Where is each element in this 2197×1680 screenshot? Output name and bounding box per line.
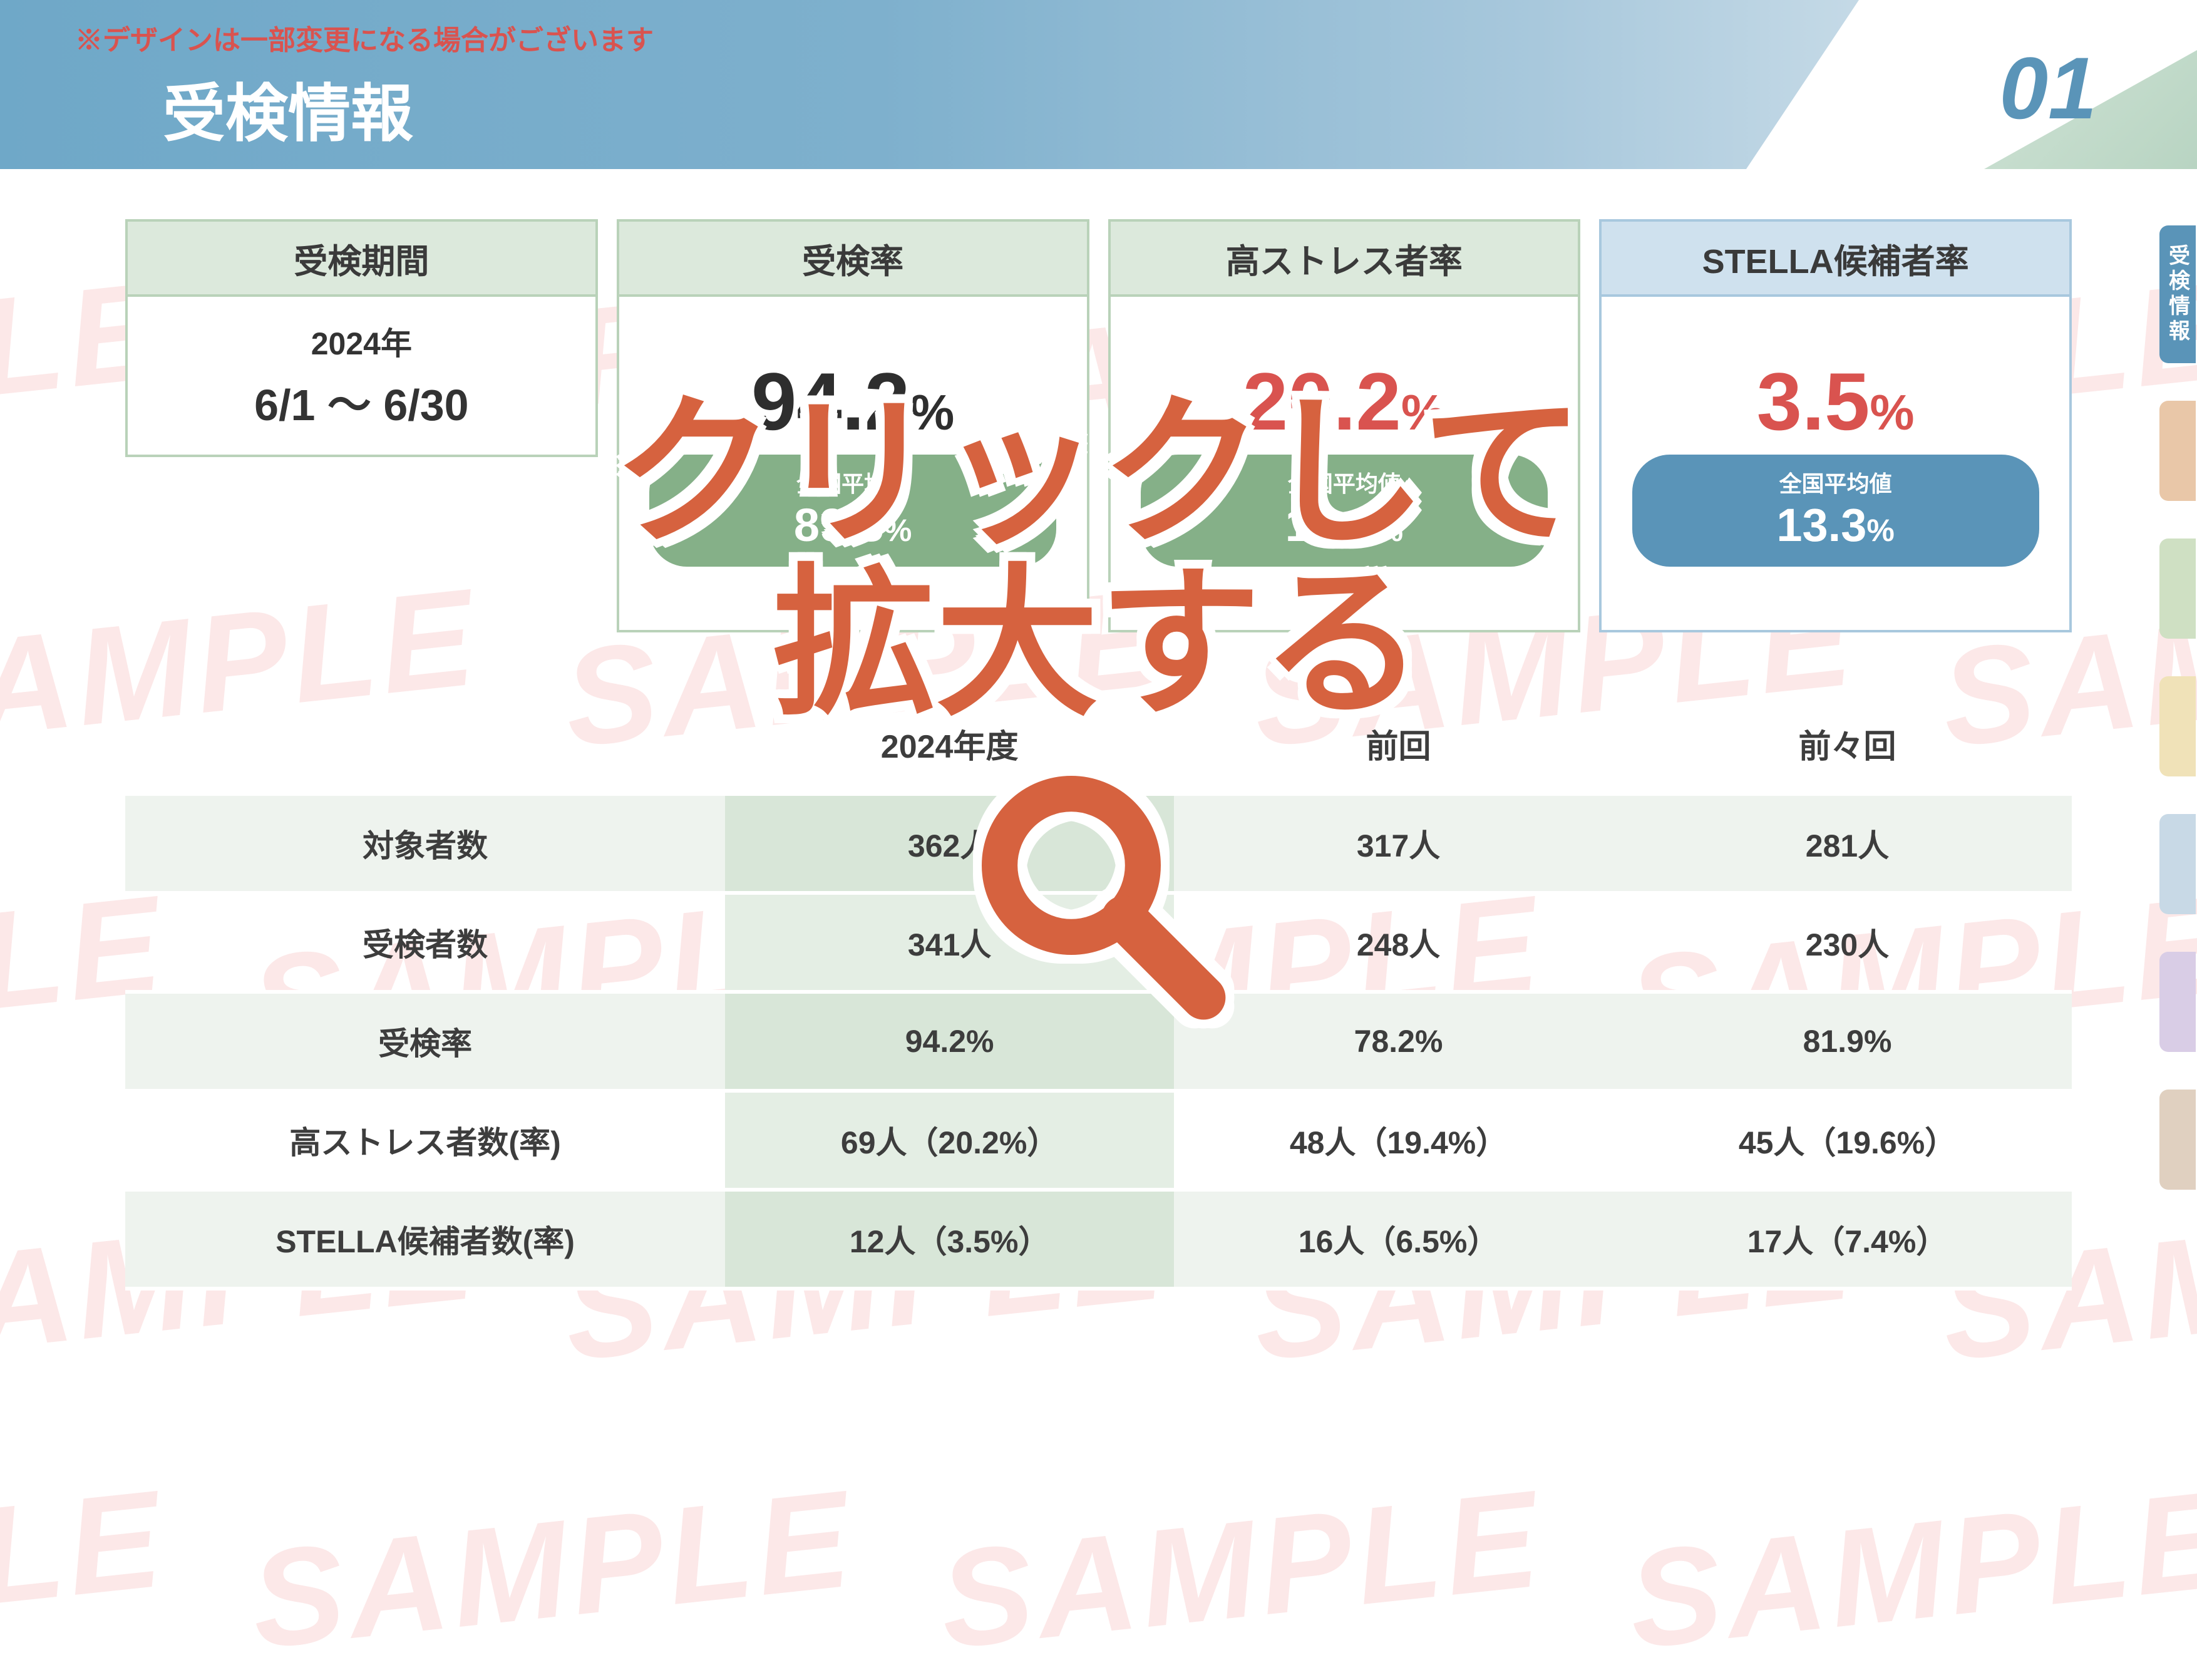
th-current: 2024年度 <box>725 695 1174 794</box>
kpi-cards-row: 受検期間 2024年 6/1 ～ 6/30 受検率 94.2% 全国平均値 89… <box>125 219 2072 632</box>
cell-prev2: 230人 <box>1623 893 2072 992</box>
rate-avg-label: 全国平均値 <box>649 466 1056 498</box>
th-prev: 前回 <box>1174 695 1623 794</box>
row-label: 高ストレス者数(率) <box>125 1091 725 1190</box>
stella-avg-value: 13.3% <box>1632 498 2039 552</box>
table-row: 高ストレス者数(率)69人（20.2%）48人（19.4%）45人（19.6%） <box>125 1091 2072 1190</box>
card-stella-title: STELLA候補者率 <box>1602 222 2069 297</box>
rate-avg-value: 89.3% <box>649 498 1056 552</box>
side-tab-4[interactable] <box>2159 814 2196 914</box>
table-row: 対象者数362人317人281人 <box>125 794 2072 893</box>
history-table: 2024年度 前回 前々回 対象者数362人317人281人受検者数341人24… <box>125 695 2072 1291</box>
stella-avg-label: 全国平均値 <box>1632 466 2039 498</box>
card-high-stress: 高ストレス者率 20.2% 全国平均値 15.2% <box>1108 219 1581 632</box>
card-rate: 受検率 94.2% 全国平均値 89.3% <box>617 219 1089 632</box>
period-year: 2024年 <box>311 319 412 364</box>
row-label: 対象者数 <box>125 794 725 893</box>
card-high-stress-title: 高ストレス者率 <box>1111 222 1578 297</box>
high-stress-avg-box: 全国平均値 15.2% <box>1141 455 1548 567</box>
side-tab-5[interactable] <box>2159 952 2196 1052</box>
period-range: 6/1 ～ 6/30 <box>254 370 468 433</box>
card-period: 受検期間 2024年 6/1 ～ 6/30 <box>125 219 598 457</box>
high-stress-avg-label: 全国平均値 <box>1141 466 1548 498</box>
page-number: 01 <box>1999 38 2097 139</box>
side-tab-6[interactable] <box>2159 1090 2196 1190</box>
cell-prev: 317人 <box>1174 794 1623 893</box>
cell-current: 362人 <box>725 794 1174 893</box>
cell-current: 12人（3.5%） <box>725 1190 1174 1289</box>
page-header: ※デザインは一部変更になる場合がございます 受検情報 01 <box>0 0 2197 169</box>
card-stella: STELLA候補者率 3.5% 全国平均値 13.3% <box>1599 219 2072 632</box>
cell-prev2: 17人（7.4%） <box>1623 1190 2072 1289</box>
cell-current: 341人 <box>725 893 1174 992</box>
cell-current: 94.2% <box>725 992 1174 1091</box>
card-period-title: 受検期間 <box>128 222 595 297</box>
cell-prev: 16人（6.5%） <box>1174 1190 1623 1289</box>
high-stress-value: 20.2% <box>1243 361 1446 442</box>
table-row: STELLA候補者数(率)12人（3.5%）16人（6.5%）17人（7.4%） <box>125 1190 2072 1289</box>
side-tab-1[interactable] <box>2159 401 2196 501</box>
side-tab-0[interactable]: 受検情報 <box>2159 225 2196 363</box>
row-label: 受検率 <box>125 992 725 1091</box>
row-label: STELLA候補者数(率) <box>125 1190 725 1289</box>
cell-prev2: 281人 <box>1623 794 2072 893</box>
cell-prev2: 45人（19.6%） <box>1623 1091 2072 1190</box>
stella-value: 3.5% <box>1757 361 1915 442</box>
th-blank <box>125 695 725 794</box>
side-tab-3[interactable] <box>2159 676 2196 776</box>
cell-prev2: 81.9% <box>1623 992 2072 1091</box>
main-content: 受検期間 2024年 6/1 ～ 6/30 受検率 94.2% 全国平均値 89… <box>0 169 2197 1291</box>
th-prev2: 前々回 <box>1623 695 2072 794</box>
cell-prev: 78.2% <box>1174 992 1623 1091</box>
rate-value: 94.2% <box>751 361 954 442</box>
table-header-row: 2024年度 前回 前々回 <box>125 695 2072 794</box>
cell-prev: 248人 <box>1174 893 1623 992</box>
side-tab-2[interactable] <box>2159 539 2196 639</box>
stella-avg-box: 全国平均値 13.3% <box>1632 455 2039 567</box>
row-label: 受検者数 <box>125 893 725 992</box>
disclaimer-text: ※デザインは一部変更になる場合がございます <box>75 18 654 58</box>
cell-prev: 48人（19.4%） <box>1174 1091 1623 1190</box>
cell-current: 69人（20.2%） <box>725 1091 1174 1190</box>
card-rate-title: 受検率 <box>619 222 1087 297</box>
side-tabs: 受検情報 <box>2159 225 2197 1190</box>
page-title: 受検情報 <box>163 63 413 153</box>
table-row: 受検率94.2%78.2%81.9% <box>125 992 2072 1091</box>
rate-avg-box: 全国平均値 89.3% <box>649 455 1056 567</box>
table-row: 受検者数341人248人230人 <box>125 893 2072 992</box>
high-stress-avg-value: 15.2% <box>1141 498 1548 552</box>
